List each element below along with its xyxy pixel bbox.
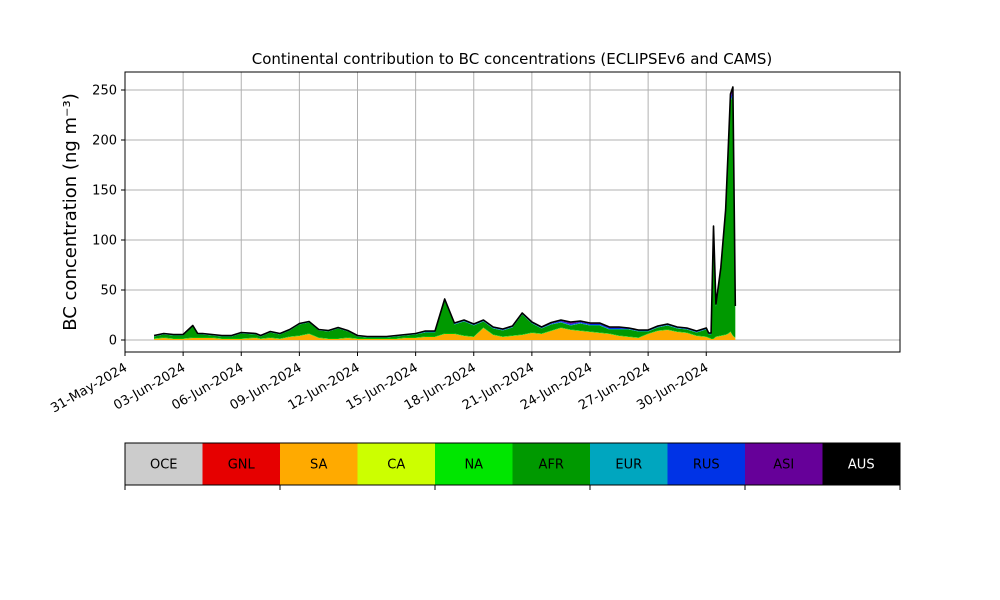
y-tick-label: 50: [100, 284, 117, 299]
chart-title: Continental contribution to BC concentra…: [252, 50, 773, 68]
total-outline: [153, 86, 737, 338]
area-na: [154, 327, 736, 339]
legend-swatch-aus: [822, 443, 900, 485]
legend: OCE GNL SA CA NA AFR EUR RUS ASI AUS: [124, 442, 901, 490]
legend-label-sa: SA: [310, 458, 327, 473]
legend-label-aus: AUS: [848, 458, 875, 473]
plot-frame: [124, 71, 901, 353]
legend-swatch-eur: [590, 443, 668, 485]
legend-swatch-afr: [512, 443, 590, 485]
y-tick-label: 250: [92, 84, 117, 99]
legend-swatch-sa: [280, 443, 358, 485]
y-axis-label: BC concentration (ng m⁻³): [60, 93, 81, 331]
y-tick-label: 150: [92, 184, 117, 199]
legend-label-ca: CA: [387, 458, 405, 473]
legend-label-na: NA: [464, 458, 483, 473]
legend-label-rus: RUS: [693, 458, 720, 473]
legend-frame: [124, 442, 901, 486]
stacked-areas: [154, 87, 736, 340]
legend-swatch-asi: [745, 443, 823, 485]
legend-label-gnl: GNL: [228, 458, 256, 473]
y-tick-label: 200: [92, 134, 117, 149]
y-tick-label: 0: [109, 334, 117, 349]
legend-swatch-ca: [357, 443, 435, 485]
y-tick-label: 100: [92, 234, 117, 249]
legend-label-eur: EUR: [615, 458, 642, 473]
legend-label-asi: ASI: [773, 458, 794, 473]
gridlines: [124, 72, 900, 352]
x-axis-ticks: 31-May-202403-Jun-202406-Jun-202409-Jun-…: [48, 352, 711, 416]
legend-swatch-oce: [125, 443, 203, 485]
total-line: [153, 86, 737, 338]
legend-label-oce: OCE: [150, 458, 178, 473]
legend-swatch-gnl: [202, 443, 280, 485]
y-axis-ticks: 0 50 100 150 200 250: [92, 84, 125, 349]
legend-label-afr: AFR: [539, 458, 564, 473]
legend-swatch-rus: [667, 443, 745, 485]
legend-swatch-na: [435, 443, 513, 485]
